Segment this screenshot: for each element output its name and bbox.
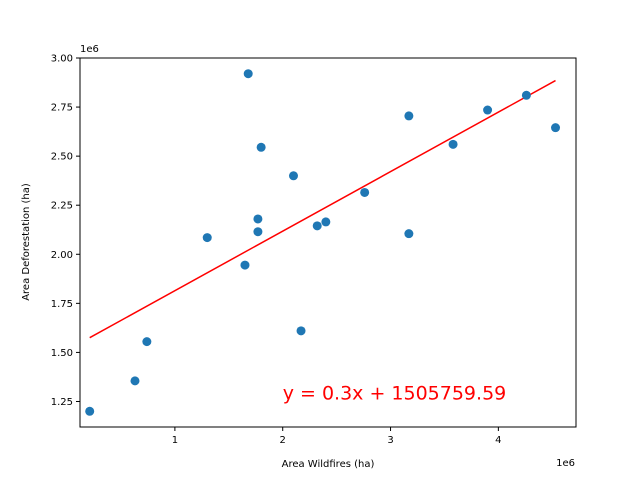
scatter-point	[404, 229, 414, 239]
scatter-point	[253, 227, 263, 237]
y-axis-label: Area Deforestation (ha)	[21, 183, 32, 301]
x-tick-label: 1	[172, 435, 178, 446]
x-tick-label: 4	[495, 435, 501, 446]
scatter-point	[321, 217, 331, 227]
x-offset-label: 1e6	[556, 458, 575, 469]
scatter-point	[256, 142, 266, 152]
x-tick-label: 2	[280, 435, 286, 446]
points-layer	[85, 69, 561, 416]
scatter-point	[130, 376, 140, 386]
plot-frame	[79, 57, 577, 428]
x-axis-ticks: 1 2 3 4	[172, 427, 502, 446]
y-tick-label: 2.75	[51, 103, 73, 114]
scatter-point	[202, 233, 212, 243]
scatter-point	[312, 221, 322, 231]
scatter-point	[288, 171, 298, 181]
scatter-point	[240, 260, 250, 270]
scatter-point	[142, 337, 152, 347]
y-tick-label: 2.50	[51, 152, 73, 163]
regression-line	[89, 79, 556, 339]
scatter-point	[483, 105, 493, 115]
scatter-point	[85, 406, 95, 416]
scatter-point	[404, 111, 414, 121]
regression-equation: y = 0.3x + 1505759.59	[283, 383, 507, 405]
y-tick-label: 1.75	[51, 299, 73, 310]
y-tick-label: 2.25	[51, 201, 73, 212]
y-tick-label: 1.25	[51, 397, 73, 408]
scatter-point	[243, 69, 253, 79]
scatter-point	[296, 326, 306, 336]
y-offset-label: 1e6	[80, 44, 99, 55]
scatter-point	[360, 187, 370, 197]
scatter-point	[253, 214, 263, 224]
y-axis-ticks: 1.25 1.50 1.75 2.00 2.25 2.50 2.75 3.00	[51, 54, 80, 408]
y-tick-label: 2.00	[51, 250, 73, 261]
scatter-point	[521, 90, 531, 100]
fit-line-layer	[89, 79, 556, 339]
scatter-point	[448, 139, 458, 149]
x-tick-label: 3	[387, 435, 393, 446]
x-axis-label: Area Wildfires (ha)	[282, 459, 375, 470]
scatter-point	[551, 123, 561, 133]
y-tick-label: 3.00	[51, 54, 73, 65]
y-tick-label: 1.50	[51, 348, 73, 359]
